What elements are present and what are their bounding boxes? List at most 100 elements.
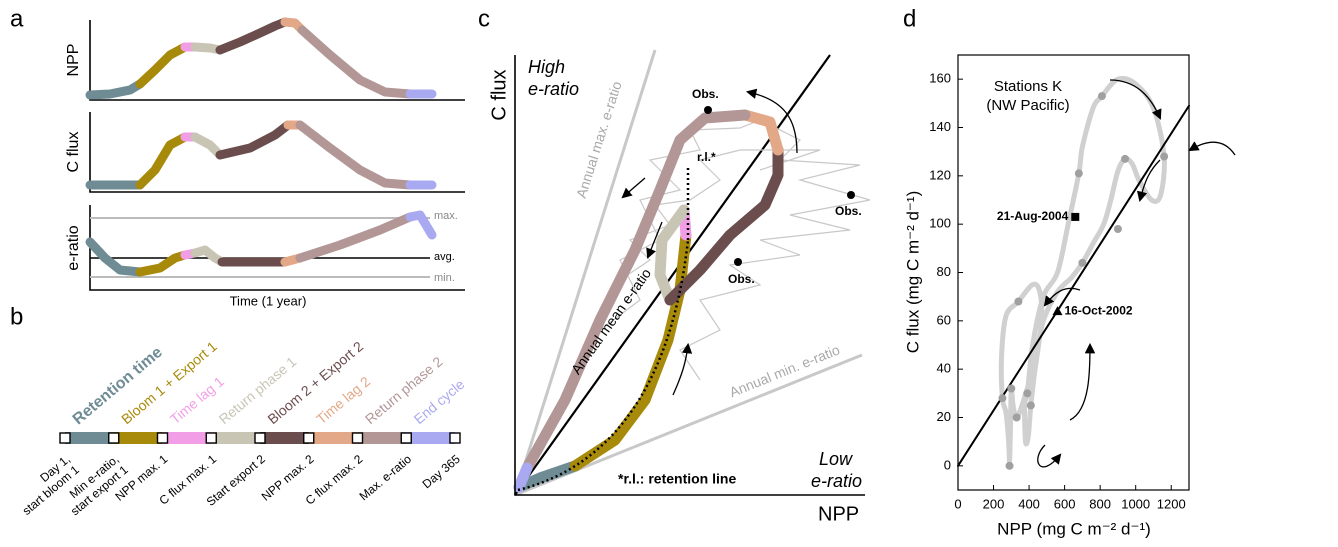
y-tick-label: 100 (929, 216, 951, 231)
phase-bar (65, 432, 114, 444)
x-tick-label: 400 (1018, 496, 1040, 511)
phase-curve (135, 42, 190, 89)
arrow (1136, 159, 1161, 203)
phase-marker (59, 432, 71, 444)
series-point (1074, 169, 1083, 178)
marker-label: Day 365 (420, 452, 463, 492)
axis (89, 205, 465, 291)
phase-curve (295, 120, 415, 190)
axis (514, 55, 865, 496)
x-label: NPP (mg C m⁻² d⁻¹) (997, 519, 1151, 538)
phase-marker (449, 432, 461, 444)
obs-label: Obs. (835, 204, 862, 218)
series-point (1160, 152, 1169, 161)
phase-bar (211, 432, 260, 444)
event-label: 21-Aug-2004 (997, 209, 1069, 223)
x-tick-label: 200 (983, 496, 1005, 511)
series-point (998, 394, 1007, 403)
axis (89, 112, 465, 193)
arrow (646, 221, 663, 259)
obs-label: Obs. (692, 87, 719, 101)
phase-curve (405, 210, 437, 240)
y-label: C flux (488, 69, 510, 120)
phase-curve (521, 109, 751, 474)
y-tick-label: 160 (929, 71, 951, 86)
series-point (1014, 297, 1023, 306)
y-tick-label: 120 (929, 167, 951, 182)
phase-marker (400, 432, 412, 444)
x-label: Time (1 year) (230, 293, 307, 308)
obs-point (847, 191, 855, 199)
low-label: Low (819, 449, 853, 469)
phase-curve (569, 229, 692, 472)
observation-trace (599, 119, 871, 381)
phase-curve (654, 204, 690, 306)
arrow (1188, 141, 1236, 156)
event-marker (1071, 212, 1080, 221)
phase-marker (351, 432, 364, 444)
phase-marker (254, 432, 266, 444)
panel-d-arrows (1037, 79, 1236, 468)
marker-label-line: Max. e-ratio (357, 452, 415, 504)
line-label: Annual max. e-ratio (573, 79, 625, 200)
y-tick-label: 0 (944, 457, 951, 472)
phase-curve (85, 79, 145, 100)
x-tick-label: 800 (1089, 496, 1111, 511)
panel-letter: d (903, 5, 916, 32)
series-point (1005, 461, 1014, 470)
event-marker (1052, 306, 1063, 316)
x-tick-label: 1000 (1121, 496, 1150, 511)
phase-curve (664, 144, 784, 306)
x-tick-label: 600 (1054, 496, 1076, 511)
arrow (1043, 287, 1081, 307)
marker-label-line: Day 365 (420, 452, 463, 492)
phase-bar (406, 432, 455, 444)
phase-bar (162, 432, 212, 444)
phase-curve (135, 250, 190, 277)
arrow (1069, 342, 1096, 421)
arrow (672, 342, 693, 396)
panel-letter: a (10, 5, 24, 32)
annotation: Stations K (994, 78, 1062, 95)
phase-bar (308, 432, 358, 444)
ratio-label: avg. (434, 251, 455, 263)
arrow (1037, 444, 1062, 468)
obs-point (734, 258, 742, 266)
ratio-label: max. (434, 210, 458, 222)
footnote: *r.l.: retention line (618, 471, 736, 487)
panel-c: Obs. Obs. Obs. r.l.* Annual max. e-ratio… (488, 49, 871, 525)
series-point (1007, 384, 1016, 393)
panel-a: max. avg. min. NPP C flux e-ratio Time (… (65, 17, 465, 308)
plot-frame (957, 54, 1190, 491)
phase-curve (215, 17, 290, 55)
phase-curve (215, 120, 293, 160)
annotation: (NW Pacific) (986, 97, 1069, 114)
panel-d: Stations K (NW Pacific) NPP (mg C m⁻² d⁻… (903, 54, 1190, 538)
arrow (745, 88, 798, 154)
marker-label: Max. e-ratio (357, 452, 415, 504)
phase-curve (513, 462, 533, 493)
phase-marker (205, 432, 217, 444)
phase-curve (135, 132, 190, 190)
phase-curve (297, 25, 415, 99)
series-point (1012, 413, 1021, 422)
rl-label: r.l.* (697, 150, 716, 164)
panel-letter: b (10, 303, 23, 330)
ratio-label: min. (434, 272, 455, 284)
phase-curve (295, 212, 415, 263)
y-tick-label: 80 (937, 264, 951, 279)
series-point (1026, 401, 1035, 410)
obs-label: Obs. (728, 272, 755, 286)
axis (89, 20, 465, 101)
y-tick-label: 60 (937, 312, 951, 327)
series-point (1023, 389, 1032, 398)
y-label: e-ratio (65, 225, 82, 270)
phase-bar (260, 432, 309, 444)
x-tick-label: 1200 (1157, 496, 1186, 511)
event-label: 16-Oct-2002 (1065, 303, 1133, 317)
high-label: e-ratio (528, 79, 579, 99)
series-point (1121, 154, 1130, 163)
series-line (957, 104, 1190, 467)
phase-bar (357, 432, 407, 444)
